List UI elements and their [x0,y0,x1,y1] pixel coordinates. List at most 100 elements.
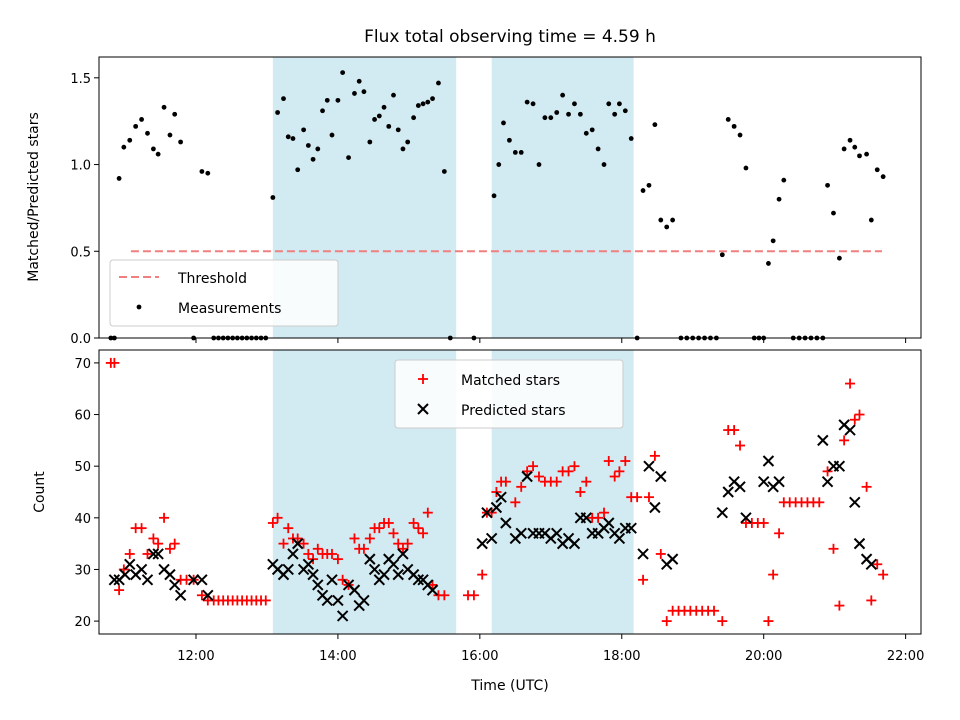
measurement-point [290,136,296,141]
predicted-star-point [332,594,344,607]
measurement-point [622,108,628,114]
predicted-star-point [849,496,861,509]
y-tick-label: 60 [74,409,91,424]
matched-star-point [620,456,631,467]
measurement-point [133,123,139,129]
matched-star-point [839,435,850,446]
measurement-point [372,117,377,122]
predicted-star-point [757,475,770,488]
predicted-star-point [124,558,136,570]
matched-star-point [196,590,207,601]
measurement-point [857,153,862,159]
matched-star-point [312,543,323,554]
measurement-point [737,132,743,138]
measurement-point [606,101,612,107]
measurement-point [542,115,548,121]
predicted-star-point [734,481,746,493]
predicted-star-point [196,574,208,586]
matched-star-point [516,481,527,492]
measurement-point [577,111,583,117]
x-tick-label: 12:00 [177,649,214,664]
predicted-star-point [521,470,533,483]
legend-predicted-swatch [417,403,429,415]
matched-star-point [413,523,424,534]
predicted-star-point [490,501,503,514]
measurement-point [847,137,853,143]
measurement-point [415,103,421,108]
matched-star-point [383,517,394,528]
matched-star-point [849,414,860,425]
measurement-point [589,127,595,133]
bottom-axes-frame [98,349,922,635]
matched-star-point [614,466,625,477]
measurement-point [310,156,316,162]
measurement-point [595,146,601,152]
matched-star-point [599,507,610,518]
predicted-star-point [307,568,319,581]
y-tick-label: 20 [74,615,91,630]
legend-box [109,259,339,327]
measurement-point [491,193,497,199]
measurement-point [295,167,301,173]
matched-star-point [575,487,586,497]
x-tick-label: 20:00 [745,649,782,664]
matched-star-point [267,517,278,528]
x-axis-label: Time (UTC) [470,678,548,694]
matched-star-point [822,466,833,477]
measurement-point [155,151,161,157]
matched-star-point [828,543,839,554]
matched-star-point [303,548,314,559]
legend-measurement-swatch [136,304,142,310]
measurement-point [315,146,321,152]
top-y-axis-label: Matched/Predicted stars [26,112,42,282]
predicted-star-point [865,558,878,570]
predicted-star-point [666,553,679,565]
measurement-point [178,139,184,145]
matched-star-point [349,533,360,544]
measurement-point [430,96,435,102]
predicted-star-point [387,558,400,570]
bottom-x-ticks: 12:00 14:00 16:00 18:00 20:00 22:00 [177,634,924,664]
matched-star-point [364,533,375,544]
measurement-point [400,146,406,152]
y-tick-label: 40 [74,512,91,527]
matched-star-point [717,616,728,627]
x-tick-label: 22:00 [887,649,924,664]
measurement-point [275,110,280,115]
measurement-point [781,177,787,183]
predicted-star-point [740,512,752,524]
predicted-star-point [141,574,154,586]
predicted-star-point [853,537,866,550]
measurement-point [536,162,542,167]
measurement-point [405,139,411,145]
measurement-point [652,122,658,128]
measurement-point [151,146,156,152]
predicted-star-point [643,460,655,472]
measurement-point [496,162,502,167]
top-panel: 0.0 0.5 1.0 1.5 Matched/Predicted stars Thr… [26,56,922,347]
legend-threshold-label: Threshold [177,271,247,287]
predicted-star-point [551,527,563,540]
bottom-y-ticks: 20 30 40 50 60 70 [74,357,99,630]
y-tick-label: 0.0 [70,332,91,347]
measurement-point [172,111,178,117]
measurement-point [836,255,842,261]
predicted-star-point [515,527,527,540]
matched-star-point [408,517,419,528]
matched-star-point [374,523,385,534]
matched-star-point [164,543,175,554]
measurement-point [391,92,396,98]
predicted-star-point [844,424,856,436]
measurement-point [139,117,144,122]
measurement-point [658,217,664,223]
matched-star-point [551,476,562,487]
measurement-point [548,115,554,121]
matched-star-point [758,517,769,528]
matched-star-point [768,569,779,580]
matched-star-point [729,425,740,436]
measurement-point [524,99,530,105]
matched-star-point [272,512,283,523]
x-tick-label: 18:00 [603,649,640,664]
measurement-point [320,108,325,114]
matched-star-point [109,357,120,368]
